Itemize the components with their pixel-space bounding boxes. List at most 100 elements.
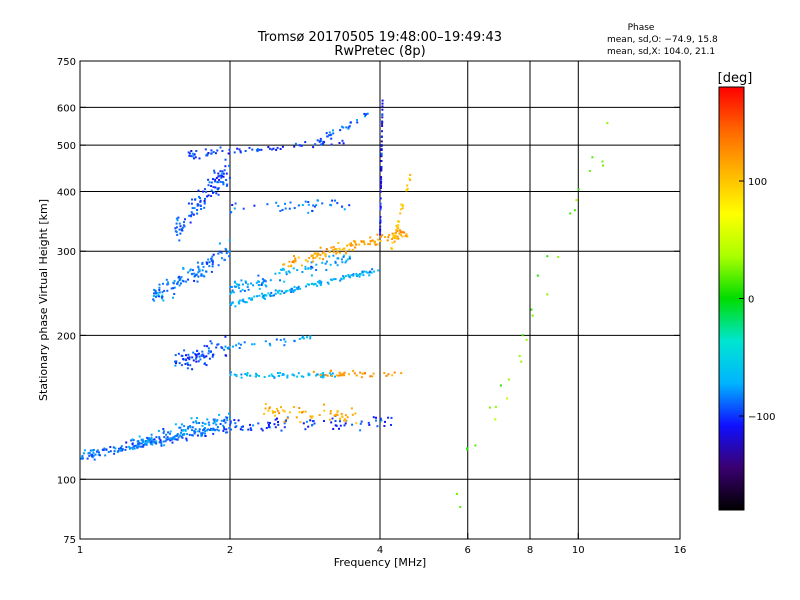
data-point xyxy=(312,254,314,257)
data-point xyxy=(383,372,386,374)
data-point xyxy=(284,290,287,293)
data-point xyxy=(379,225,382,228)
data-point xyxy=(178,434,181,437)
stats-line-o: mean, sd,O: −74.9, 15.8 xyxy=(607,35,718,45)
data-point xyxy=(264,297,266,300)
data-point xyxy=(304,410,307,413)
data-point xyxy=(266,203,269,206)
data-point xyxy=(214,152,217,155)
data-point xyxy=(230,302,232,305)
data-point xyxy=(203,362,206,365)
data-point xyxy=(530,308,533,311)
data-point xyxy=(207,347,210,350)
data-point xyxy=(355,422,358,425)
data-point xyxy=(158,437,161,440)
data-point xyxy=(334,248,337,250)
data-point xyxy=(183,349,186,352)
data-point xyxy=(348,275,351,278)
data-point xyxy=(160,444,163,447)
data-point xyxy=(269,422,271,424)
data-point xyxy=(380,185,382,188)
data-point xyxy=(352,274,354,277)
data-point xyxy=(305,285,307,288)
data-point xyxy=(233,419,236,421)
data-point xyxy=(235,344,238,347)
data-point xyxy=(323,420,325,422)
data-point xyxy=(193,430,196,432)
data-point xyxy=(282,409,285,412)
data-point xyxy=(330,421,333,424)
data-point xyxy=(91,449,94,452)
data-point xyxy=(278,289,281,292)
data-point xyxy=(238,148,241,151)
data-point xyxy=(180,276,183,279)
data-point xyxy=(274,418,277,421)
data-point xyxy=(116,450,119,453)
data-point xyxy=(179,278,182,281)
data-point xyxy=(332,246,335,249)
data-point xyxy=(216,343,219,346)
data-point xyxy=(220,419,223,422)
data-point xyxy=(213,421,216,424)
data-point xyxy=(217,172,220,175)
data-point xyxy=(377,269,380,272)
data-point xyxy=(212,422,215,425)
data-point xyxy=(217,429,220,432)
data-point xyxy=(351,249,354,252)
data-point xyxy=(246,373,249,376)
data-point xyxy=(232,345,234,348)
data-point xyxy=(499,384,502,387)
data-point xyxy=(128,447,131,450)
data-point xyxy=(380,144,383,147)
data-point xyxy=(183,432,186,435)
data-point xyxy=(342,275,345,278)
data-point xyxy=(404,235,407,237)
data-point xyxy=(367,243,370,246)
data-point xyxy=(180,429,183,432)
data-point xyxy=(191,198,193,201)
data-point xyxy=(241,299,244,302)
data-point xyxy=(223,169,226,172)
data-point xyxy=(173,293,176,295)
data-point xyxy=(230,303,233,306)
data-point xyxy=(390,416,393,419)
data-point xyxy=(228,416,231,419)
data-point xyxy=(199,204,202,207)
x-axis-ticks: 1 2 4 6 8 10 16 xyxy=(77,533,686,556)
data-point xyxy=(286,289,289,292)
data-point xyxy=(198,270,201,273)
data-point xyxy=(326,374,329,377)
data-point xyxy=(507,378,510,381)
data-point xyxy=(204,427,206,429)
data-point xyxy=(318,257,321,260)
data-point xyxy=(205,355,208,358)
data-point xyxy=(331,417,334,420)
data-point xyxy=(200,433,203,436)
data-point xyxy=(290,287,293,290)
data-point xyxy=(334,375,336,378)
data-point xyxy=(406,184,409,187)
data-point xyxy=(225,252,228,255)
data-point xyxy=(379,205,382,208)
data-point xyxy=(283,422,286,425)
data-point xyxy=(162,282,164,285)
data-point xyxy=(215,192,218,195)
data-point xyxy=(228,176,231,179)
data-point xyxy=(201,269,204,272)
data-point xyxy=(162,430,165,433)
data-point xyxy=(346,416,349,419)
data-point xyxy=(409,173,412,176)
data-point xyxy=(268,374,271,377)
data-point xyxy=(213,418,216,421)
data-point xyxy=(185,359,188,362)
data-point xyxy=(98,454,101,457)
data-point xyxy=(243,289,246,292)
data-point xyxy=(185,439,188,442)
data-point xyxy=(195,422,198,425)
data-point xyxy=(269,295,272,298)
data-point xyxy=(348,255,351,258)
data-point xyxy=(365,270,368,273)
data-point xyxy=(144,442,147,445)
data-point xyxy=(203,356,206,359)
data-point xyxy=(193,207,196,210)
